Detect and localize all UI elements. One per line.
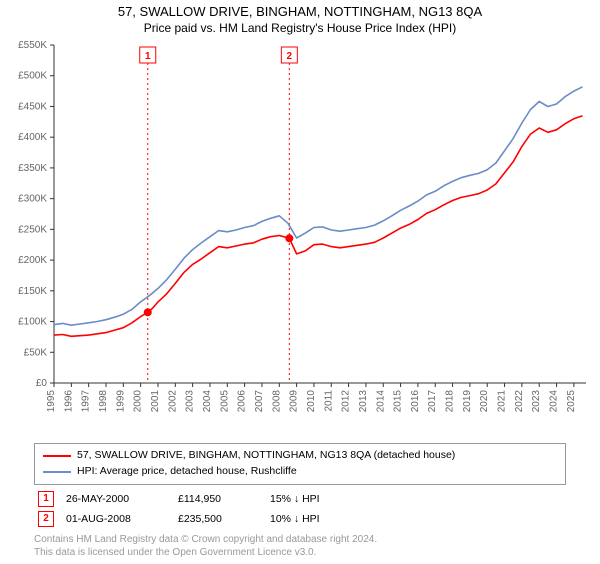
svg-text:£150K: £150K: [18, 286, 47, 297]
legend-swatch: [43, 455, 71, 457]
svg-text:2008: 2008: [271, 390, 282, 413]
svg-text:1: 1: [145, 51, 151, 62]
svg-text:2024: 2024: [549, 390, 560, 413]
svg-text:2013: 2013: [358, 390, 369, 413]
svg-text:2004: 2004: [202, 390, 213, 413]
marker-price: £235,500: [178, 513, 258, 525]
marker-badge: 2: [38, 511, 54, 527]
svg-text:£100K: £100K: [18, 317, 47, 328]
legend-swatch: [43, 471, 71, 473]
legend-item: 57, SWALLOW DRIVE, BINGHAM, NOTTINGHAM, …: [43, 448, 557, 464]
marker-row: 1 26-MAY-2000 £114,950 15% ↓ HPI: [34, 489, 566, 509]
chart-title: 57, SWALLOW DRIVE, BINGHAM, NOTTINGHAM, …: [0, 4, 600, 19]
svg-text:1997: 1997: [81, 390, 92, 413]
license-line: This data is licensed under the Open Gov…: [34, 546, 566, 559]
chart-svg: £0 £50K £100K £150K £200K £250K £300K £350K £400…: [0, 37, 600, 437]
svg-text:1999: 1999: [115, 390, 126, 413]
svg-text:£450K: £450K: [18, 101, 47, 112]
svg-text:2021: 2021: [497, 390, 508, 413]
svg-text:2: 2: [287, 51, 293, 62]
svg-text:2002: 2002: [167, 390, 178, 413]
legend-label: HPI: Average price, detached house, Rush…: [77, 464, 297, 480]
svg-text:1998: 1998: [98, 390, 109, 413]
svg-text:2018: 2018: [445, 390, 456, 413]
svg-text:2015: 2015: [393, 390, 404, 413]
svg-text:1995: 1995: [46, 390, 57, 413]
marker-rel-hpi: 15% ↓ HPI: [270, 493, 370, 505]
svg-text:2025: 2025: [566, 390, 577, 413]
svg-text:£400K: £400K: [18, 132, 47, 143]
marker-badge: 1: [38, 491, 54, 507]
svg-text:2023: 2023: [531, 390, 542, 413]
svg-text:2010: 2010: [306, 390, 317, 413]
legend-item: HPI: Average price, detached house, Rush…: [43, 464, 557, 480]
svg-text:£50K: £50K: [24, 347, 48, 358]
svg-text:2005: 2005: [219, 390, 230, 413]
svg-text:2007: 2007: [254, 390, 265, 413]
marker-table: 1 26-MAY-2000 £114,950 15% ↓ HPI 2 01-AUG-200…: [34, 489, 566, 529]
license-line: Contains HM Land Registry data © Crown c…: [34, 533, 566, 546]
svg-text:2009: 2009: [289, 390, 300, 413]
svg-text:£500K: £500K: [18, 71, 47, 82]
svg-text:£200K: £200K: [18, 255, 47, 266]
svg-text:£0: £0: [36, 378, 48, 389]
svg-text:£350K: £350K: [18, 163, 47, 174]
svg-text:£250K: £250K: [18, 224, 47, 235]
svg-text:2016: 2016: [410, 390, 421, 413]
svg-text:2000: 2000: [133, 390, 144, 413]
marker-row: 2 01-AUG-2008 £235,500 10% ↓ HPI: [34, 509, 566, 529]
marker-price: £114,950: [178, 493, 258, 505]
svg-text:£550K: £550K: [18, 40, 47, 51]
svg-text:2022: 2022: [514, 390, 525, 413]
legend-label: 57, SWALLOW DRIVE, BINGHAM, NOTTINGHAM, …: [77, 448, 455, 464]
svg-text:2003: 2003: [185, 390, 196, 413]
legend: 57, SWALLOW DRIVE, BINGHAM, NOTTINGHAM, …: [34, 443, 566, 485]
license-text: Contains HM Land Registry data © Crown c…: [34, 533, 566, 559]
marker-date: 26-MAY-2000: [66, 493, 166, 505]
svg-text:2014: 2014: [375, 390, 386, 413]
svg-text:£300K: £300K: [18, 194, 47, 205]
svg-text:1996: 1996: [63, 390, 74, 413]
chart-subtitle: Price paid vs. HM Land Registry's House …: [0, 21, 600, 35]
svg-text:2011: 2011: [323, 390, 334, 412]
svg-text:2019: 2019: [462, 390, 473, 413]
marker-rel-hpi: 10% ↓ HPI: [270, 513, 370, 525]
svg-text:2006: 2006: [237, 390, 248, 413]
marker-date: 01-AUG-2008: [66, 513, 166, 525]
chart-area: £0 £50K £100K £150K £200K £250K £300K £350K £400…: [0, 37, 600, 437]
svg-text:2012: 2012: [341, 390, 352, 413]
svg-text:2017: 2017: [427, 390, 438, 413]
svg-text:2020: 2020: [479, 390, 490, 413]
svg-text:2001: 2001: [150, 390, 161, 413]
